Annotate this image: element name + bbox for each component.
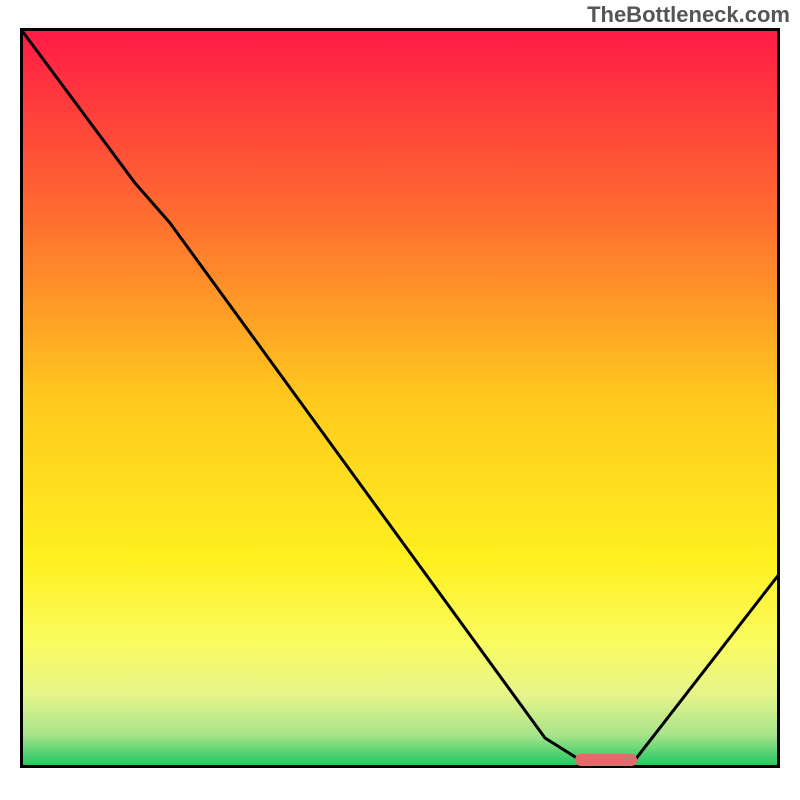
chart-container: TheBottleneck.com bbox=[0, 0, 800, 800]
plot-background-gradient bbox=[20, 28, 780, 768]
watermark-text: TheBottleneck.com bbox=[587, 2, 790, 28]
plot-svg bbox=[20, 28, 780, 768]
plot-area bbox=[20, 28, 780, 768]
optimal-indicator-bar bbox=[575, 754, 637, 766]
